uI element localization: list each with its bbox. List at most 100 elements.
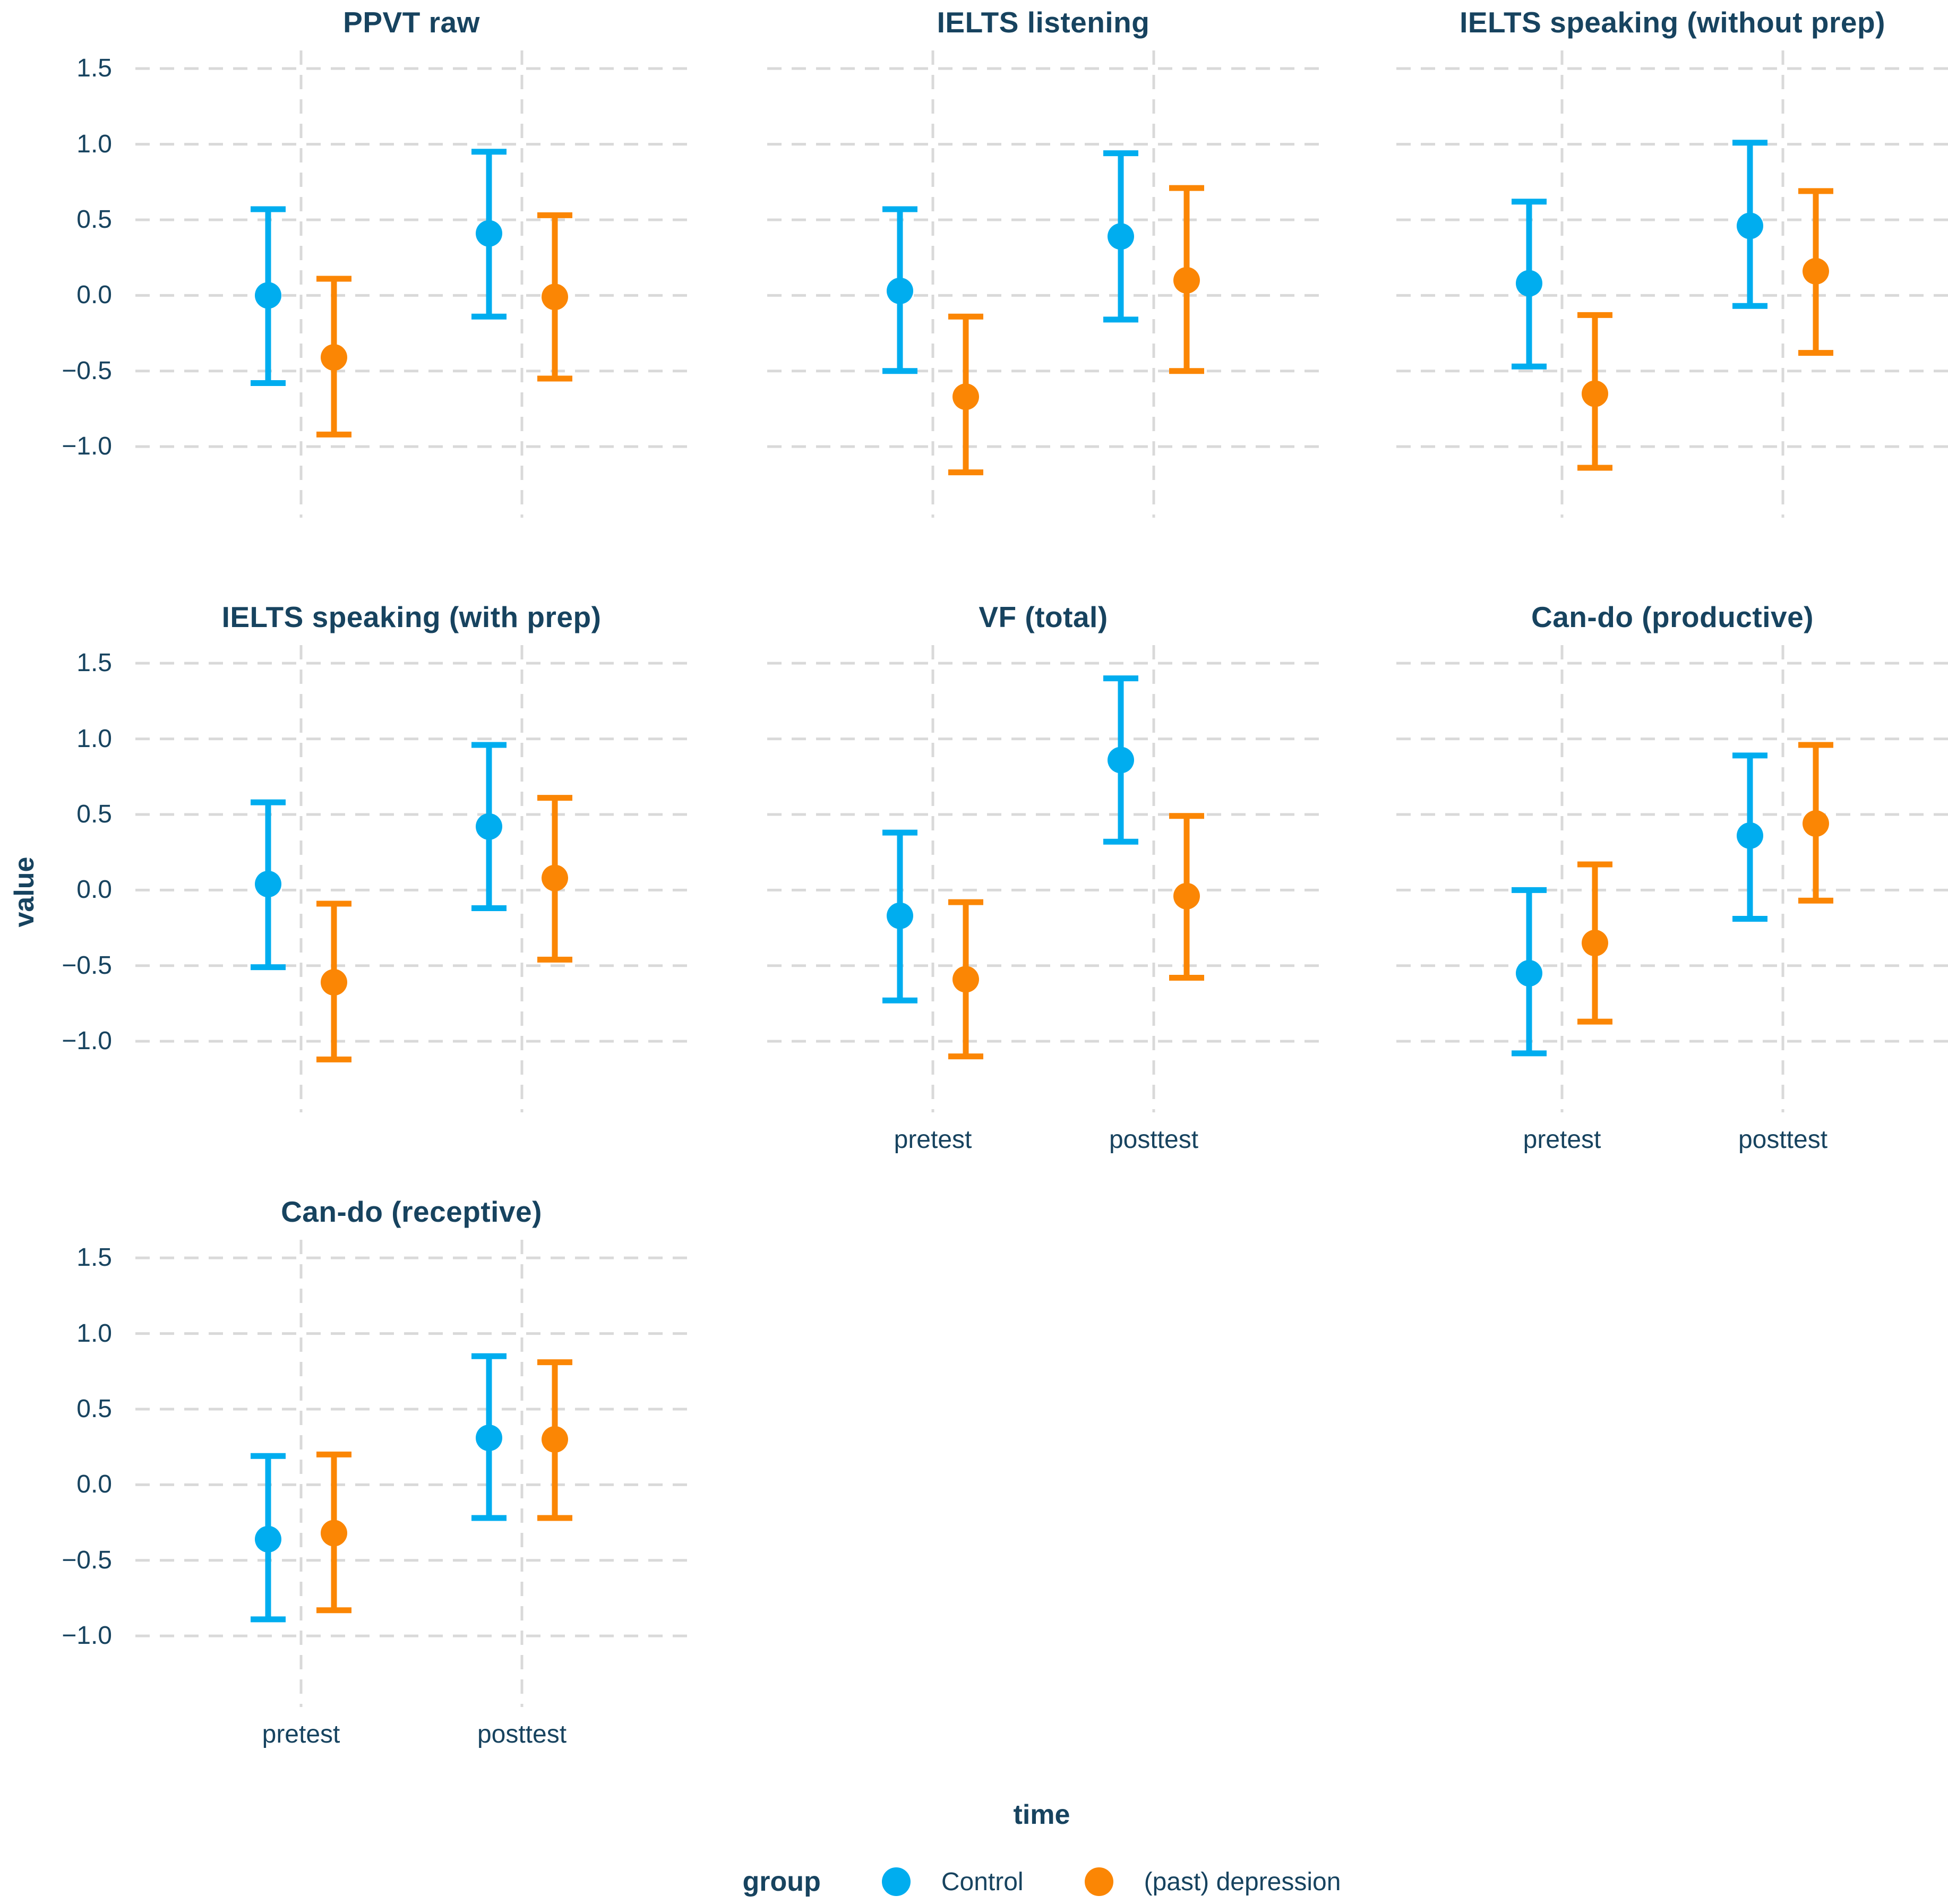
point-marker bbox=[1582, 380, 1608, 407]
series-control bbox=[251, 1353, 507, 1623]
y-tick-label: −1.0 bbox=[62, 1027, 112, 1056]
pointrange-past-depression-pretest bbox=[316, 900, 351, 1062]
point-marker bbox=[1737, 822, 1763, 849]
y-tick-label: 0.0 bbox=[76, 1470, 112, 1499]
y-tick-label: 0.5 bbox=[76, 800, 112, 828]
pointrange-past-depression-posttest bbox=[537, 1359, 572, 1521]
pointrange-control-posttest bbox=[471, 742, 507, 912]
pointrange-control-posttest bbox=[1732, 140, 1767, 309]
facet-plot bbox=[767, 645, 1319, 1112]
pointrange-past-depression-posttest bbox=[1169, 185, 1204, 374]
y-tick-label: 0.0 bbox=[76, 876, 112, 904]
pointrange-past-depression-posttest bbox=[537, 795, 572, 963]
point-marker bbox=[1737, 212, 1763, 239]
facet-ielts-listening: IELTS listening bbox=[719, 0, 1330, 595]
point-marker bbox=[1582, 930, 1608, 957]
y-tick-label: 1.0 bbox=[76, 724, 112, 753]
point-marker bbox=[542, 1426, 568, 1453]
y-tick-label: −0.5 bbox=[62, 356, 112, 385]
facet-can-do-productive: Can-do (productive) pretest posttest bbox=[1330, 595, 1948, 1189]
y-tick-label: 1.0 bbox=[76, 130, 112, 158]
x-axis-ticks: pretest posttest bbox=[767, 1112, 1319, 1189]
pointrange-past-depression-posttest bbox=[537, 212, 572, 382]
legend-title: group bbox=[742, 1866, 821, 1897]
panel-title: PPVT raw bbox=[343, 6, 480, 39]
y-tick-label: 1.5 bbox=[76, 1243, 112, 1272]
depression-marker-icon bbox=[1084, 1867, 1113, 1896]
point-marker bbox=[255, 1525, 281, 1553]
series-past-depression bbox=[1577, 742, 1833, 1025]
pointrange-past-depression-posttest bbox=[1169, 813, 1204, 981]
y-tick-label: 0.5 bbox=[76, 205, 112, 234]
point-marker bbox=[1516, 959, 1542, 987]
facet-plot bbox=[135, 645, 688, 1112]
point-marker bbox=[1108, 223, 1134, 250]
pointrange-control-pretest bbox=[882, 829, 917, 1004]
legend: group Control (past) depression bbox=[135, 1866, 1948, 1898]
pointrange-control-posttest bbox=[471, 149, 507, 320]
facet-plot bbox=[767, 50, 1319, 518]
x-tick-label-pretest: pretest bbox=[894, 1126, 972, 1154]
y-tick-label: 0.0 bbox=[76, 281, 112, 310]
series-past-depression bbox=[948, 185, 1204, 476]
point-marker bbox=[321, 1520, 347, 1547]
series-control bbox=[882, 675, 1138, 1004]
x-tick-label-pretest: pretest bbox=[1523, 1126, 1601, 1154]
pointrange-past-depression-pretest bbox=[1577, 861, 1612, 1025]
legend-item-past-depression: (past) depression bbox=[1084, 1867, 1341, 1897]
point-marker bbox=[1803, 258, 1829, 285]
pointrange-past-depression-posttest bbox=[1798, 742, 1833, 904]
facet-ielts-speaking-with-prep: IELTS speaking (with prep) 1.5 1.0 0.5 0.0 −0… bbox=[0, 595, 719, 1189]
x-tick-label-posttest: posttest bbox=[1109, 1126, 1199, 1154]
pointrange-control-pretest bbox=[1512, 199, 1547, 370]
series-past-depression bbox=[316, 1359, 572, 1614]
pointrange-past-depression-pretest bbox=[948, 899, 983, 1060]
point-marker bbox=[1803, 810, 1829, 837]
point-marker bbox=[476, 813, 502, 840]
y-tick-label: 1.5 bbox=[76, 54, 112, 83]
pointrange-past-depression-pretest bbox=[948, 313, 983, 476]
legend-label-depression: (past) depression bbox=[1144, 1867, 1341, 1896]
point-marker bbox=[1108, 747, 1134, 774]
point-marker bbox=[542, 864, 568, 891]
facet-ppvt-raw: PPVT raw 1.5 1.0 0.5 0.0 −0.5 −1.0 bbox=[0, 0, 719, 595]
facet-grid: PPVT raw 1.5 1.0 0.5 0.0 −0.5 −1.0 IELTS listen… bbox=[0, 0, 1948, 1784]
series-control bbox=[882, 150, 1138, 374]
series-control bbox=[251, 742, 507, 971]
facet-can-do-receptive: Can-do (receptive) 1.5 1.0 0.5 0.0 −0.5 −1.0 pr… bbox=[0, 1189, 719, 1784]
point-marker bbox=[542, 284, 568, 311]
panel-title: VF (total) bbox=[979, 601, 1108, 633]
point-marker bbox=[887, 277, 913, 304]
y-axis-ticks: 1.5 1.0 0.5 0.0 −0.5 −1.0 bbox=[0, 1240, 135, 1707]
x-tick-label-pretest: pretest bbox=[262, 1720, 340, 1748]
y-tick-label: −1.0 bbox=[62, 1622, 112, 1650]
facet-vf-total: VF (total) pretest posttest bbox=[719, 595, 1330, 1189]
series-past-depression bbox=[316, 212, 572, 438]
pointrange-past-depression-pretest bbox=[316, 276, 351, 438]
pointrange-past-depression-pretest bbox=[1577, 312, 1612, 471]
panel-title: IELTS listening bbox=[937, 6, 1150, 39]
point-marker bbox=[952, 966, 979, 993]
series-control bbox=[1512, 140, 1767, 370]
point-marker bbox=[1173, 882, 1200, 910]
x-axis-title: time bbox=[1013, 1799, 1070, 1830]
pointrange-past-depression-pretest bbox=[316, 1451, 351, 1614]
point-marker bbox=[321, 969, 347, 996]
facet-plot bbox=[135, 1240, 688, 1707]
point-marker bbox=[1173, 267, 1200, 294]
y-axis-ticks: 1.5 1.0 0.5 0.0 −0.5 −1.0 bbox=[0, 50, 135, 518]
series-past-depression bbox=[948, 813, 1204, 1060]
x-tick-label-posttest: posttest bbox=[477, 1720, 567, 1748]
panel-title: IELTS speaking (without prep) bbox=[1460, 6, 1885, 39]
series-past-depression bbox=[316, 795, 572, 1062]
legend-label-control: Control bbox=[941, 1867, 1024, 1896]
y-tick-label: −1.0 bbox=[62, 432, 112, 461]
facet-plot bbox=[135, 50, 688, 518]
point-marker bbox=[476, 220, 502, 247]
y-tick-label: 1.5 bbox=[76, 649, 112, 677]
x-axis-ticks: pretest posttest bbox=[135, 1707, 688, 1784]
pointrange-past-depression-posttest bbox=[1798, 188, 1833, 356]
y-tick-label: 0.5 bbox=[76, 1394, 112, 1423]
point-marker bbox=[321, 344, 347, 371]
facet-ielts-speaking-without-prep: IELTS speaking (without prep) bbox=[1330, 0, 1948, 595]
